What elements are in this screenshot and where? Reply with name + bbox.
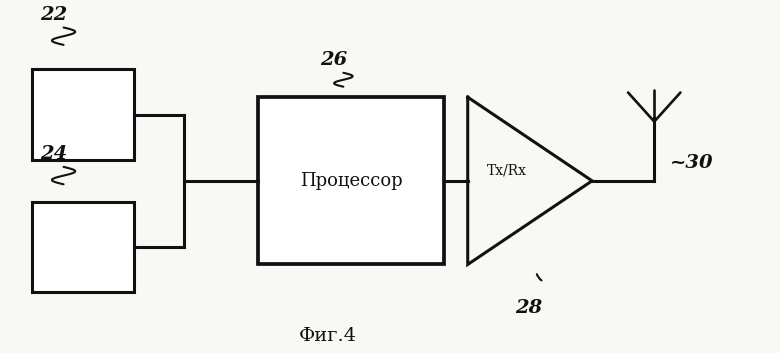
Text: 24: 24 xyxy=(41,145,68,163)
Text: 22: 22 xyxy=(41,6,68,24)
Bar xyxy=(33,202,133,292)
Text: 28: 28 xyxy=(515,299,542,317)
Bar xyxy=(33,69,133,160)
Text: Tx/Rx: Tx/Rx xyxy=(488,163,527,177)
Text: 26: 26 xyxy=(320,51,347,69)
Text: Фиг.4: Фиг.4 xyxy=(299,327,357,345)
Text: Процессор: Процессор xyxy=(300,172,402,190)
Text: ~30: ~30 xyxy=(670,154,714,172)
Bar xyxy=(258,97,445,264)
